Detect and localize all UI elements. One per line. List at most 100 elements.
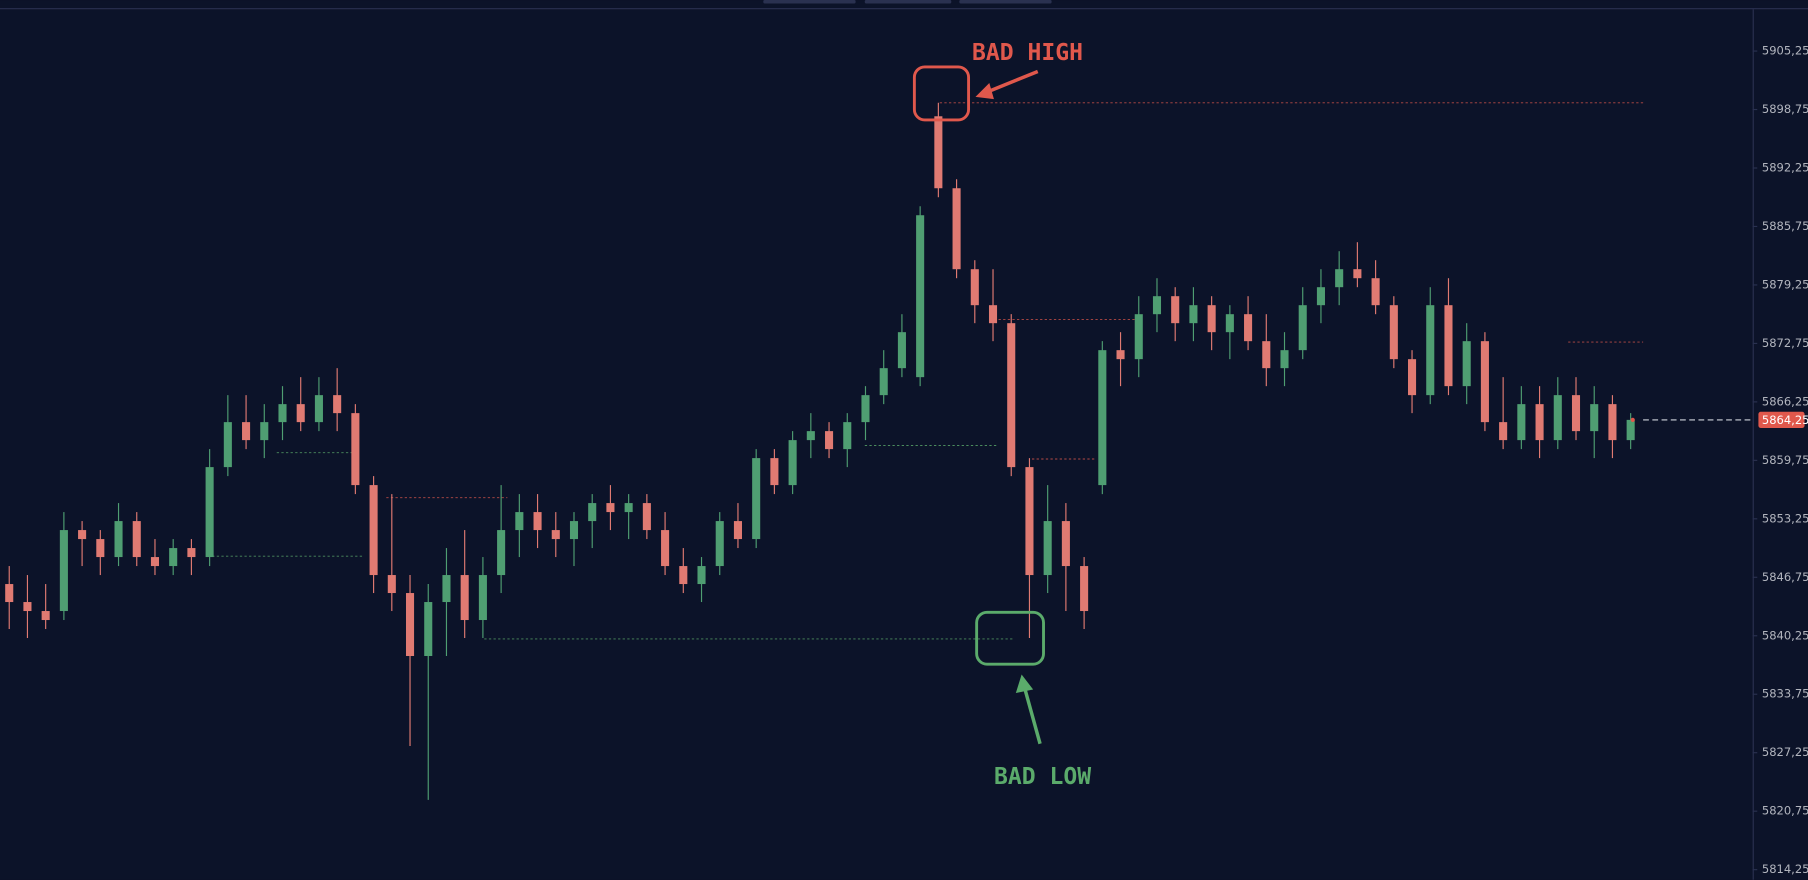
y-tick-label: 5898,75 [1762, 102, 1808, 116]
candle-body [150, 557, 160, 567]
candle-body [1061, 521, 1070, 567]
y-tick-label: 5885,75 [1762, 219, 1808, 233]
candle-body [1535, 404, 1544, 441]
candle-body [697, 566, 706, 585]
candle-body [770, 458, 779, 486]
candle-body [1207, 305, 1216, 333]
annotation-text: BAD LOW [994, 764, 1091, 790]
candle-body [1444, 305, 1453, 387]
candle-body [1608, 404, 1617, 441]
candle-body [460, 575, 469, 621]
y-tick-label: 5820,75 [1762, 804, 1808, 818]
candle-body [661, 530, 670, 567]
candle-body [1335, 269, 1344, 288]
candle-body [788, 440, 797, 486]
candle-body [843, 422, 852, 450]
candle-body [1280, 350, 1289, 369]
candle-body [351, 413, 360, 486]
candle-body [96, 539, 105, 558]
y-tick-label: 5853,25 [1762, 511, 1808, 525]
annotation-high: BAD HIGH [912, 40, 1083, 122]
tab[interactable] [864, 0, 952, 4]
y-tick-label: 5846,75 [1762, 570, 1808, 584]
arrow [988, 69, 1039, 93]
candle-body [588, 503, 597, 522]
candle-body [78, 530, 87, 540]
candle-body [624, 503, 633, 513]
arrow-head [975, 83, 994, 100]
candle-body [1025, 467, 1034, 576]
plot-area [5, 102, 1644, 800]
y-tick-label: 5866,25 [1762, 394, 1808, 408]
y-tick-label: 5840,25 [1762, 628, 1808, 642]
y-tick-label: 5814,25 [1762, 862, 1808, 876]
tab[interactable] [959, 0, 1052, 4]
candle-body [497, 530, 506, 576]
y-tick-label: 5827,25 [1762, 745, 1808, 759]
candle-body [1353, 269, 1362, 279]
candle-body [1408, 359, 1417, 396]
candle-body [1517, 404, 1526, 441]
candle-body [642, 503, 651, 531]
candle-body [114, 521, 123, 558]
candle-body [1007, 323, 1016, 468]
annotation-low: BAD LOW [975, 610, 1091, 790]
candle-body [1590, 404, 1599, 432]
candle-body [879, 368, 888, 396]
y-tick-label: 5859,75 [1762, 453, 1808, 467]
y-tick-label: 5892,25 [1762, 160, 1808, 174]
candle-body [1371, 278, 1380, 306]
candle-body [1134, 314, 1143, 360]
candle-body [442, 575, 451, 603]
candle-body [1553, 395, 1562, 441]
candle-body [515, 512, 524, 531]
highlight-box [975, 610, 1045, 666]
candle-body [1189, 305, 1198, 324]
highlight-box [912, 65, 971, 122]
candle-body [606, 503, 615, 513]
candle-body [1499, 422, 1508, 441]
candle-body [1116, 350, 1125, 360]
tab[interactable] [763, 0, 856, 4]
candle-body [187, 548, 196, 558]
candle-body [988, 305, 998, 324]
candle-body [1316, 287, 1325, 306]
candle-body [897, 332, 906, 369]
candle-body [679, 566, 688, 585]
candle-body [1480, 341, 1489, 423]
candle-body [1171, 296, 1180, 324]
candle-body [296, 404, 305, 423]
candle-body [1389, 305, 1398, 360]
candle-body [1626, 419, 1635, 441]
candle-body [533, 512, 542, 531]
candle-body [861, 395, 870, 423]
candle-body [733, 521, 742, 540]
candle-body [478, 575, 487, 621]
candle-body [1098, 350, 1107, 486]
candle-body [1225, 314, 1234, 333]
candle-body [916, 215, 925, 378]
candle-body [1244, 314, 1253, 342]
candle-body [970, 269, 979, 306]
annotation-text: BAD HIGH [972, 40, 1083, 66]
candle-body [806, 431, 815, 441]
candle-body [952, 188, 961, 270]
last-price-tag [1758, 411, 1805, 428]
candle-body [59, 530, 68, 612]
candle-body [1262, 341, 1271, 369]
candle-body [715, 521, 724, 567]
candle-body [752, 458, 761, 540]
candle-body [405, 593, 415, 657]
y-tick-label: 5872,75 [1762, 336, 1808, 350]
candle-body [314, 395, 323, 423]
candle-body [23, 602, 32, 612]
candle-body [424, 602, 433, 657]
y-tick-label: 5833,75 [1762, 687, 1808, 701]
candle-body [132, 521, 141, 558]
candle-body [551, 530, 560, 540]
candle-body [242, 422, 251, 441]
candle-body [260, 422, 269, 441]
candle-body [41, 611, 50, 621]
candle-body [1462, 341, 1471, 387]
